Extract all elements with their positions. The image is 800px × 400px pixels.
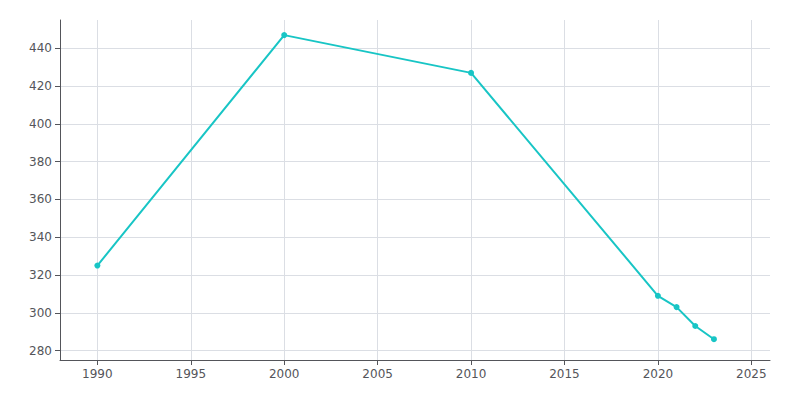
svg-text:2015: 2015 (549, 367, 580, 381)
svg-text:440: 440 (29, 41, 52, 55)
svg-text:1990: 1990 (82, 367, 113, 381)
svg-text:2010: 2010 (456, 367, 487, 381)
svg-text:2020: 2020 (643, 367, 674, 381)
svg-text:2005: 2005 (362, 367, 393, 381)
svg-text:360: 360 (29, 192, 52, 206)
svg-text:1995: 1995 (176, 367, 207, 381)
svg-text:320: 320 (29, 268, 52, 282)
svg-text:340: 340 (29, 230, 52, 244)
svg-text:300: 300 (29, 306, 52, 320)
svg-text:280: 280 (29, 344, 52, 358)
svg-text:420: 420 (29, 79, 52, 93)
svg-text:2025: 2025 (736, 367, 767, 381)
svg-text:400: 400 (29, 117, 52, 131)
svg-text:2000: 2000 (269, 367, 300, 381)
svg-text:380: 380 (29, 155, 52, 169)
